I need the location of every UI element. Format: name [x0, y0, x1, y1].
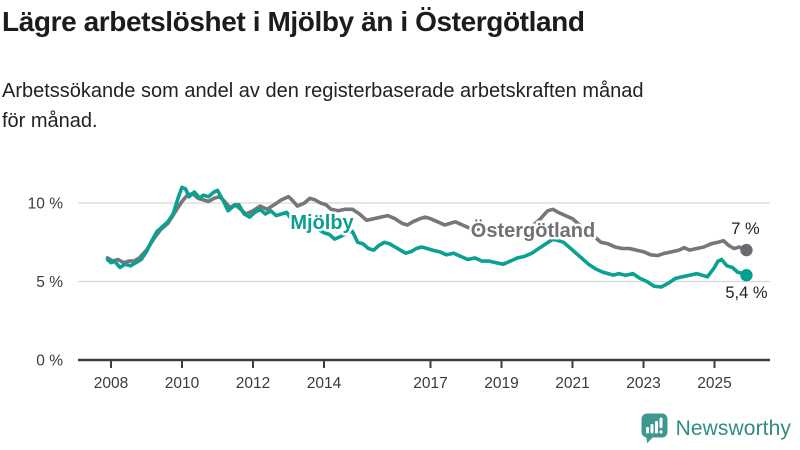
end-value-label-östergötland: 7 % [731, 220, 760, 238]
x-tick-label: 2012 [236, 375, 270, 392]
x-tick-label: 2019 [484, 375, 518, 392]
series-label-mjölby: Mjölby [290, 212, 354, 234]
x-tick-label: 2023 [626, 375, 660, 392]
brand-name: Newsworthy [675, 416, 791, 440]
x-tick-label: 2021 [555, 375, 589, 392]
page-subtitle-line-2: för månad. [2, 110, 98, 132]
x-tick-label: 2008 [94, 375, 128, 392]
series-label-östergötland: Östergötland [471, 219, 595, 242]
page-subtitle-line-1: Arbetssökande som andel av den registerb… [2, 80, 644, 102]
end-dot-östergötland [740, 243, 753, 257]
x-tick-label: 2017 [413, 375, 447, 392]
y-tick-label: 0 % [36, 353, 63, 370]
end-value-label-mjölby: 5,4 % [725, 284, 768, 302]
bar-chart-speech-bubble-icon [641, 413, 668, 444]
x-tick-label: 2014 [307, 375, 342, 392]
end-dot-mjölby [740, 269, 753, 282]
y-tick-label: 10 % [28, 196, 64, 213]
newsworthy-logo[interactable]: Newsworthy [641, 413, 791, 444]
x-tick-label: 2010 [165, 375, 200, 392]
y-tick-label: 5 % [36, 274, 63, 291]
series-line-östergötland [105, 191, 749, 265]
page-subtitle: Arbetssökande som andel av den registerb… [2, 76, 762, 136]
series-line-mjölby [105, 185, 749, 289]
page-title: Lägre arbetslöshet i Mjölby än i Östergö… [2, 6, 585, 37]
x-tick-label: 2025 [697, 375, 731, 392]
